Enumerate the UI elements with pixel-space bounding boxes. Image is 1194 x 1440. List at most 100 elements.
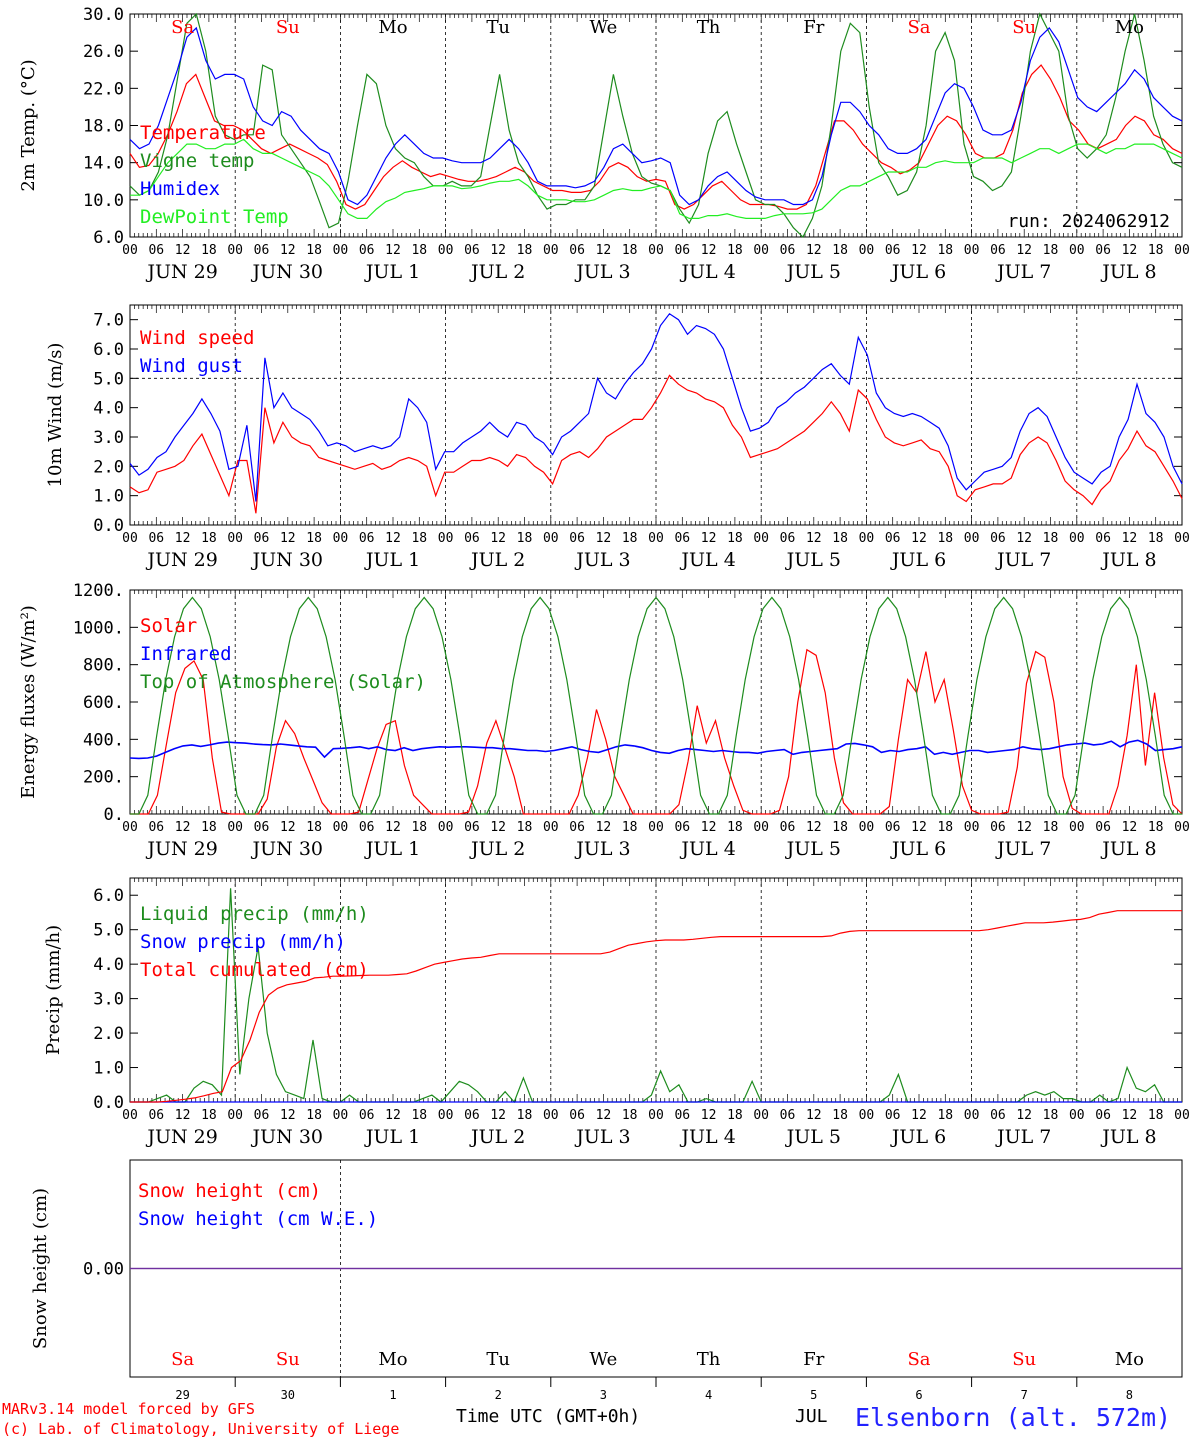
series-line-wind-speed (129, 374, 1183, 514)
hour-tick-label: 00 (333, 243, 349, 258)
hour-tick-label: 12 (175, 531, 191, 546)
day-label: JUL 1 (364, 838, 420, 860)
hour-tick-label: 18 (411, 820, 427, 835)
hour-tick-label: 00 (227, 1108, 243, 1123)
hour-tick-label: 00 (333, 531, 349, 546)
day-label: JUL 3 (574, 1126, 630, 1148)
hour-tick-label: 06 (569, 1108, 585, 1123)
series-line-humidex (129, 26, 1183, 206)
y-axis-label: Snow height (cm) (30, 1188, 51, 1349)
hour-tick-label: 06 (1095, 531, 1111, 546)
day-label: JUL 2 (469, 549, 525, 571)
hour-tick-label: 00 (438, 1108, 454, 1123)
day-label: JUN 29 (145, 838, 217, 860)
hour-tick-label: 12 (806, 820, 822, 835)
hour-tick-label: 06 (990, 820, 1006, 835)
day-label: JUL 6 (890, 261, 946, 283)
y-tick-label: 10.0 (83, 191, 124, 211)
legend-label: Infrared (140, 643, 232, 665)
hour-tick-label: 18 (727, 820, 743, 835)
day-label: JUL 1 (364, 549, 420, 571)
weekday-label: Mo (378, 1349, 407, 1370)
hour-tick-label: 12 (1016, 531, 1032, 546)
hour-tick-label: 06 (148, 243, 164, 258)
y-tick-label: 3.0 (93, 428, 124, 448)
hour-tick-label: 18 (306, 820, 322, 835)
hour-tick-label: 00 (1174, 243, 1190, 258)
day-label: JUL 6 (890, 838, 946, 860)
day-label: JUL 2 (469, 838, 525, 860)
weekday-label: Su (1012, 1349, 1036, 1370)
hour-tick-label: 18 (306, 531, 322, 546)
legend-label: Snow height (cm) (138, 1180, 321, 1202)
day-label: JUN 30 (251, 549, 323, 571)
hour-tick-label: 18 (937, 243, 953, 258)
hour-tick-label: 18 (411, 531, 427, 546)
day-label: JUL 5 (785, 1126, 841, 1148)
hour-tick-label: 06 (674, 243, 690, 258)
hour-tick-label: 18 (727, 531, 743, 546)
hour-tick-label: 12 (490, 1108, 506, 1123)
hour-tick-label: 18 (306, 243, 322, 258)
hour-tick-label: 12 (490, 531, 506, 546)
hour-tick-label: 00 (648, 820, 664, 835)
hour-tick-label: 00 (543, 531, 559, 546)
hour-tick-label: 06 (254, 531, 270, 546)
y-tick-label: 30.0 (83, 5, 124, 25)
hour-tick-label: 18 (622, 531, 638, 546)
hour-tick-label: 00 (859, 531, 875, 546)
hour-tick-label: 18 (201, 243, 217, 258)
series-line-total-cumulated-cm- (130, 910, 1182, 1103)
y-axis-label: 10m Wind (m/s) (45, 343, 66, 488)
hour-tick-label: 00 (122, 531, 138, 546)
hour-tick-label: 06 (148, 820, 164, 835)
y-tick-label: 26.0 (83, 42, 124, 62)
day-label: JUL 7 (995, 838, 1051, 860)
hour-tick-label: 00 (753, 820, 769, 835)
weekday-label: Su (276, 1349, 300, 1370)
hour-tick-label: 06 (990, 1108, 1006, 1123)
hour-tick-label: 12 (280, 243, 296, 258)
hour-tick-label: 06 (780, 1108, 796, 1123)
day-label: JUL 7 (995, 261, 1051, 283)
day-label: JUL 6 (890, 1126, 946, 1148)
hour-tick-label: 18 (517, 531, 533, 546)
hour-tick-label: 18 (1148, 820, 1164, 835)
legend-label: Temperature (140, 122, 266, 144)
y-tick-label: 5.0 (93, 921, 124, 941)
y-tick-label: 400. (83, 730, 124, 750)
hour-tick-label: 00 (122, 1108, 138, 1123)
panel-1 (129, 12, 1183, 238)
hour-tick-label: 12 (490, 820, 506, 835)
y-tick-label: 1.0 (93, 487, 124, 507)
hour-tick-label: 18 (832, 243, 848, 258)
hour-tick-label: 06 (674, 820, 690, 835)
hour-tick-label: 18 (1043, 820, 1059, 835)
weekday-label: Sa (171, 1349, 194, 1370)
legend-label: Humidex (140, 178, 220, 200)
hour-tick-label: 00 (964, 243, 980, 258)
hour-tick-label: 06 (1095, 1108, 1111, 1123)
day-label: JUL 1 (364, 1126, 420, 1148)
hour-tick-label: 00 (1069, 243, 1085, 258)
hour-tick-label: 00 (859, 820, 875, 835)
hour-tick-label: 00 (753, 243, 769, 258)
weekday-label: Mo (378, 17, 407, 38)
hour-tick-label: 00 (1174, 1108, 1190, 1123)
hour-tick-label: 18 (832, 820, 848, 835)
hour-tick-label: 12 (385, 531, 401, 546)
hour-tick-label: 06 (885, 1108, 901, 1123)
hour-tick-label: 12 (911, 1108, 927, 1123)
day-label: JUL 7 (995, 549, 1051, 571)
weekday-label: Fr (803, 17, 824, 38)
hour-tick-label: 06 (885, 531, 901, 546)
hour-tick-label: 06 (359, 820, 375, 835)
y-tick-label: 0.00 (83, 1260, 124, 1280)
hour-tick-label: 00 (859, 1108, 875, 1123)
y-tick-label: 5.0 (93, 369, 124, 389)
hour-tick-label: 06 (780, 531, 796, 546)
hour-tick-label: 18 (727, 1108, 743, 1123)
day-label: JUL 2 (469, 261, 525, 283)
hour-tick-label: 00 (543, 820, 559, 835)
hour-tick-label: 12 (175, 820, 191, 835)
